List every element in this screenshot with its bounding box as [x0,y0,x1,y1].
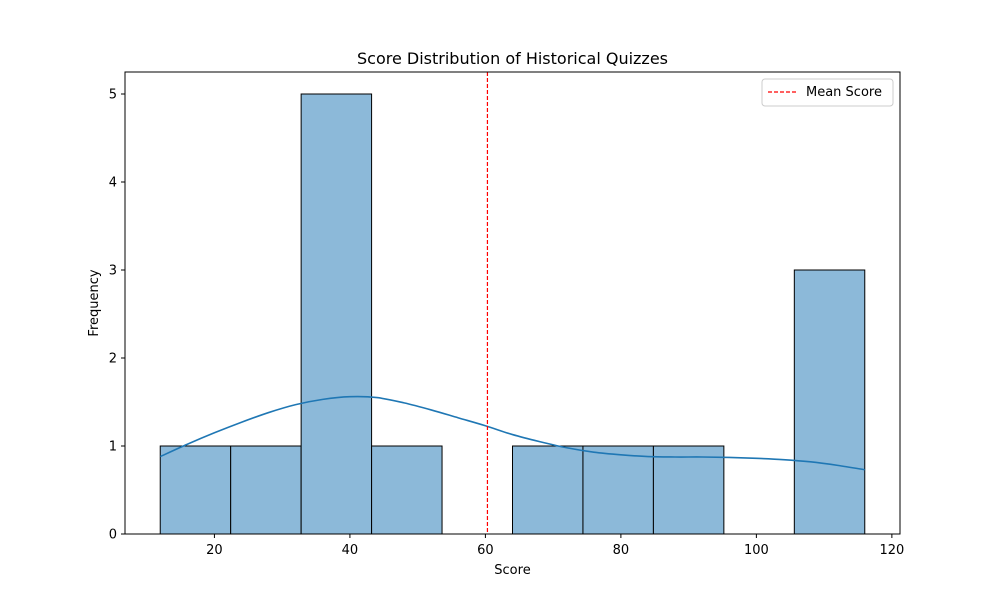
x-tick-label: 120 [879,543,904,558]
x-ticks: 20 40 60 80 100 120 [206,534,904,558]
histogram-bar [371,445,443,535]
kde-curve [159,395,865,471]
histogram-bar [300,93,373,535]
y-tick-label: 0 [109,528,117,543]
x-tick-label: 100 [744,543,769,558]
y-tick-label: 1 [109,440,117,455]
legend-box [761,78,894,107]
y-tick-label: 3 [109,264,117,279]
kde-layer [159,395,865,471]
histogram-bar [230,445,302,535]
histogram-bar [793,269,866,535]
histogram-bar [512,445,584,535]
histogram-bar [159,445,232,535]
histogram-bar [582,445,654,535]
x-tick-label: 20 [206,543,223,558]
plot-frame [124,71,901,535]
y-axis-label: Frequency [87,269,102,336]
y-tick-label: 2 [109,352,117,367]
bars-layer [159,93,866,535]
chart-title: Score Distribution of Historical Quizzes [357,49,668,68]
x-tick-label: 60 [477,543,494,558]
histogram-bar [652,445,725,535]
x-tick-label: 40 [342,543,359,558]
legend-mean-label: Mean Score [806,85,882,100]
x-axis-label: Score [494,563,530,578]
y-tick-label: 5 [109,88,117,103]
y-tick-label: 4 [109,176,117,191]
legend: Mean Score [761,78,894,107]
y-ticks: 0 1 2 3 4 5 [109,88,125,543]
x-tick-label: 80 [613,543,630,558]
